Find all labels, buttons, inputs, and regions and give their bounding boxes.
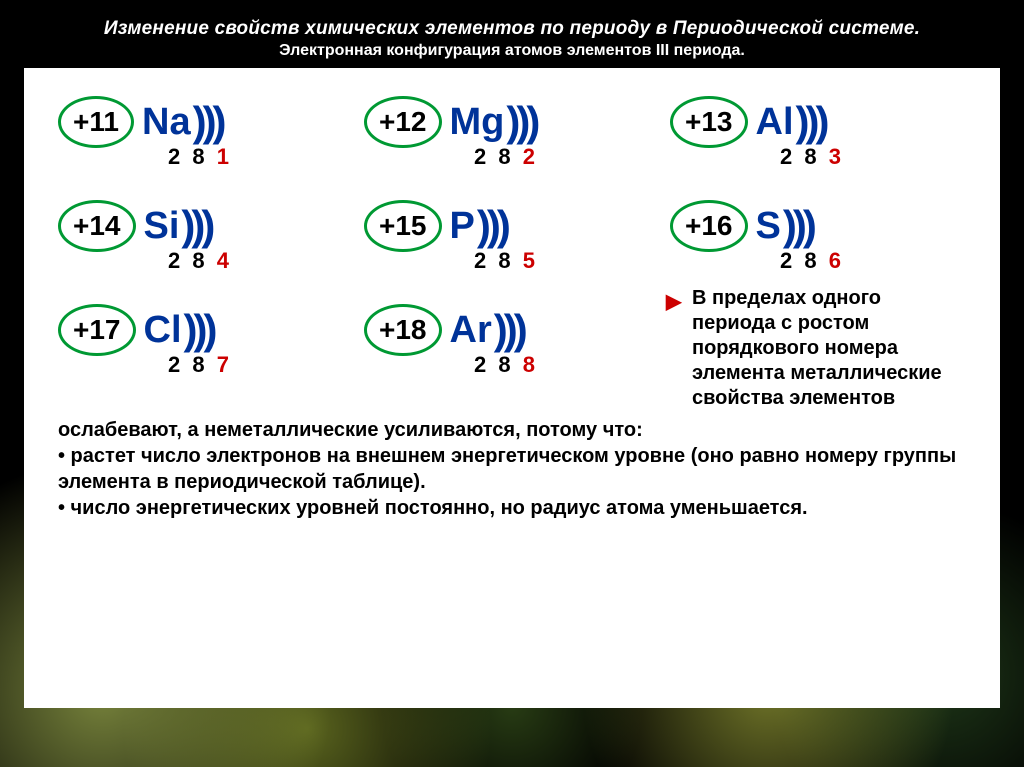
electron-counts: 2 8 4 [168,248,229,274]
inner-electrons: 2 8 [474,352,523,377]
nucleus-charge: +11 [58,96,134,148]
nucleus-charge: +14 [58,200,136,252]
bottom-line-1: ослабевают, а неметаллические усиливаютс… [58,417,966,443]
note-box: ▶ В пределах одного периода с ростом пор… [670,286,966,411]
nucleus-charge: +16 [670,200,748,252]
element-si: +14 Si ))) 2 8 4 [58,200,354,274]
electron-counts: 2 8 6 [780,248,841,274]
element-ar: +18 Ar ))) 2 8 8 [364,304,660,411]
nucleus-charge: +12 [364,96,442,148]
bottom-line-3: • число энергетических уровней постоянно… [58,495,966,521]
nucleus-charge: +13 [670,96,748,148]
element-top: +17 Cl ))) [58,304,213,356]
element-cl: +17 Cl ))) 2 8 7 [58,304,354,411]
shell-arcs: ))) [783,202,813,250]
elements-grid: +11 Na ))) 2 8 1 +12 Mg ))) 2 8 2 [58,96,966,411]
element-top: +12 Mg ))) [364,96,536,148]
shell-arcs: ))) [506,98,536,146]
nucleus-charge: +18 [364,304,442,356]
element-top: +13 Al ))) [670,96,825,148]
inner-electrons: 2 8 [474,144,523,169]
bottom-line-2: • растет число электронов на внешнем эне… [58,443,966,495]
shell-arcs: ))) [494,306,524,354]
element-al: +13 Al ))) 2 8 3 [670,96,966,170]
electron-counts: 2 8 3 [780,144,841,170]
arrow-icon: ▶ [666,290,681,315]
shell-arcs: ))) [477,202,507,250]
outer-electrons: 6 [829,248,841,273]
element-symbol: Na [142,101,191,144]
element-mg: +12 Mg ))) 2 8 2 [364,96,660,170]
outer-electrons: 8 [523,352,535,377]
element-symbol: Ar [450,309,492,352]
element-symbol: Al [756,101,794,144]
outer-electrons: 1 [217,144,229,169]
title-block: Изменение свойств химических элементов п… [24,18,1000,60]
inner-electrons: 2 8 [780,144,829,169]
outer-electrons: 3 [829,144,841,169]
nucleus-charge: +15 [364,200,442,252]
outer-electrons: 4 [217,248,229,273]
element-top: +14 Si ))) [58,200,211,252]
element-symbol: P [450,205,475,248]
element-symbol: Mg [450,101,505,144]
element-symbol: Cl [144,309,182,352]
element-symbol: S [756,205,781,248]
shell-arcs: ))) [193,98,223,146]
slide-frame: Изменение свойств химических элементов п… [0,0,1024,767]
shell-arcs: ))) [181,202,211,250]
electron-counts: 2 8 2 [474,144,535,170]
element-p: +15 P ))) 2 8 5 [364,200,660,274]
element-top: +11 Na ))) [58,96,223,148]
electron-counts: 2 8 1 [168,144,229,170]
inner-electrons: 2 8 [780,248,829,273]
inner-electrons: 2 8 [168,144,217,169]
shell-arcs: ))) [184,306,214,354]
element-symbol: Si [144,205,180,248]
outer-electrons: 2 [523,144,535,169]
inner-electrons: 2 8 [168,248,217,273]
electron-counts: 2 8 5 [474,248,535,274]
content-panel: +11 Na ))) 2 8 1 +12 Mg ))) 2 8 2 [24,68,1000,708]
inner-electrons: 2 8 [474,248,523,273]
note-lead-text: В пределах одного периода с ростом поряд… [692,287,942,409]
title-sub: Электронная конфигурация атомов элементо… [24,42,1000,60]
nucleus-charge: +17 [58,304,136,356]
outer-electrons: 7 [217,352,229,377]
inner-electrons: 2 8 [168,352,217,377]
shell-arcs: ))) [796,98,826,146]
element-na: +11 Na ))) 2 8 1 [58,96,354,170]
element-s: +16 S ))) 2 8 6 [670,200,966,274]
element-top: +16 S ))) [670,200,813,252]
outer-electrons: 5 [523,248,535,273]
title-main: Изменение свойств химических элементов п… [24,18,1000,40]
electron-counts: 2 8 8 [474,352,535,378]
bottom-text: ослабевают, а неметаллические усиливаютс… [58,417,966,521]
element-top: +15 P ))) [364,200,507,252]
electron-counts: 2 8 7 [168,352,229,378]
element-top: +18 Ar ))) [364,304,524,356]
